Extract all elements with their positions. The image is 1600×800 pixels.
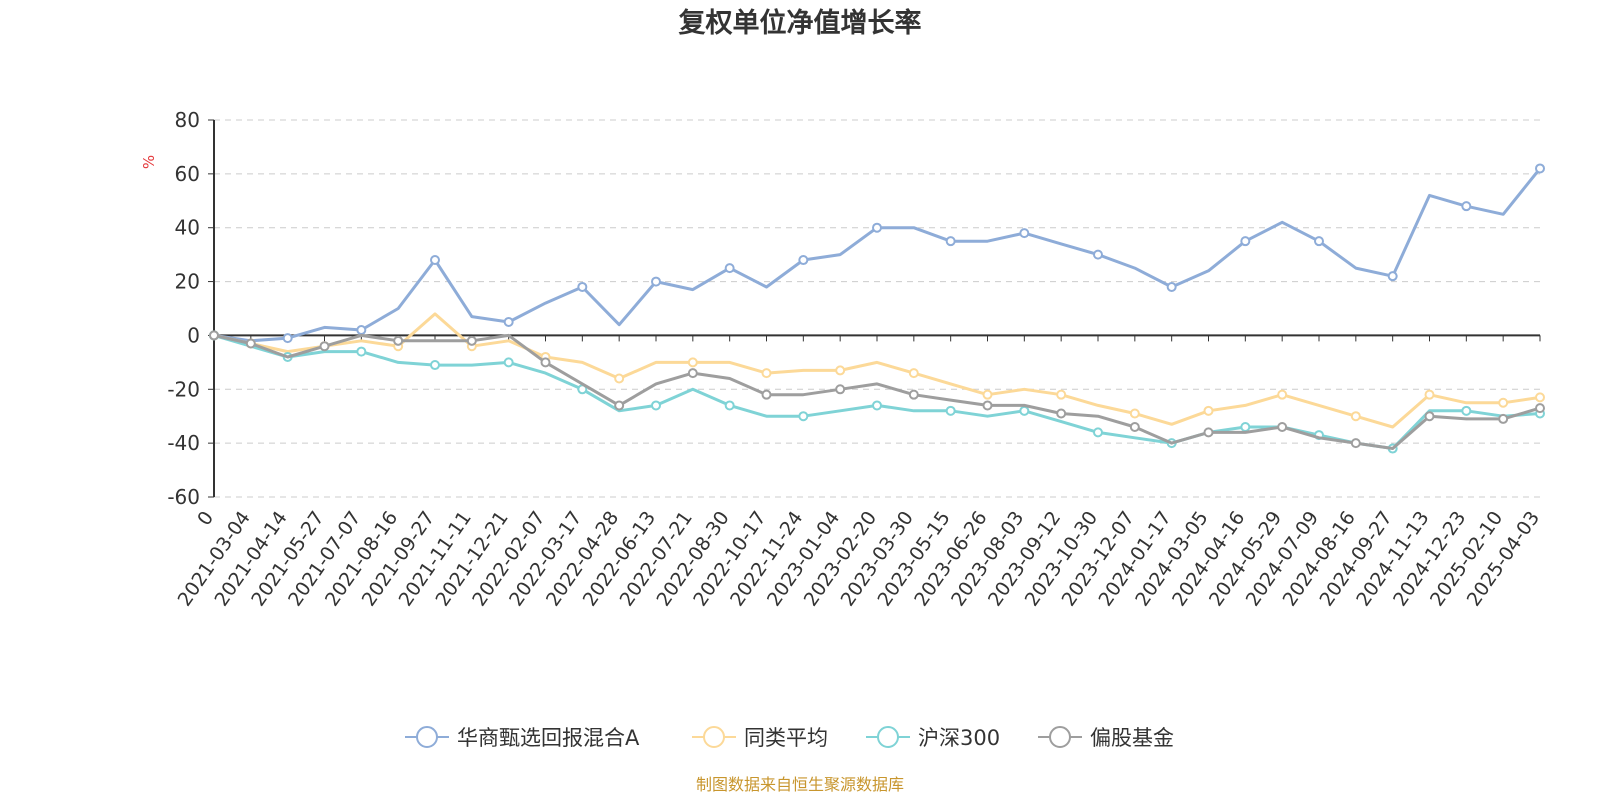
y-axis: -60 -40 -20 0 20 40 60 80 bbox=[167, 108, 215, 509]
data-point-peer bbox=[761, 368, 772, 379]
data-point-fund bbox=[798, 255, 809, 266]
data-point-peer bbox=[908, 368, 919, 379]
legend-item-csi300[interactable]: 沪深300 bbox=[866, 726, 1000, 750]
data-point-equity bbox=[614, 400, 625, 411]
data-point-equity bbox=[1056, 408, 1067, 419]
data-point-peer bbox=[1498, 397, 1509, 408]
y-tick-label: -60 bbox=[167, 485, 200, 509]
legend-label: 沪深300 bbox=[918, 726, 1000, 750]
data-point-fund bbox=[945, 236, 956, 247]
data-point-peer bbox=[1203, 405, 1214, 416]
y-tick-label: 40 bbox=[175, 216, 200, 240]
data-point-fund bbox=[282, 333, 293, 344]
data-point-equity bbox=[466, 335, 477, 346]
x-tick-label: 0 bbox=[193, 507, 218, 530]
data-point-fund bbox=[1093, 249, 1103, 260]
data-point-fund bbox=[1535, 163, 1545, 174]
legend-label: 同类平均 bbox=[744, 726, 828, 750]
y-axis-unit-label: % bbox=[140, 155, 158, 169]
data-source-note: 制图数据来自恒生聚源数据库 bbox=[696, 775, 904, 794]
data-point-fund bbox=[1387, 271, 1398, 282]
legend-item-equity[interactable]: 偏股基金 bbox=[1038, 726, 1174, 750]
data-point-equity bbox=[1129, 421, 1140, 432]
chart-title: 复权单位净值增长率 bbox=[679, 7, 922, 39]
legend-circle-icon bbox=[703, 726, 725, 748]
legend[interactable]: 华商甄选回报混合A 同类平均 沪深300 偏股基金 bbox=[405, 726, 1174, 750]
data-point-csi300 bbox=[503, 357, 514, 368]
series-line-fund bbox=[212, 167, 1542, 343]
data-point-peer bbox=[1350, 411, 1361, 422]
data-point-peer bbox=[687, 357, 698, 368]
legend-circle-icon bbox=[877, 726, 899, 748]
legend-label: 华商甄选回报混合A bbox=[457, 726, 640, 750]
data-point-equity bbox=[687, 368, 698, 379]
data-point-fund bbox=[651, 276, 661, 287]
data-point-fund bbox=[1240, 236, 1251, 247]
data-point-equity bbox=[319, 341, 330, 352]
series-lines bbox=[209, 163, 1545, 454]
data-point-equity bbox=[1203, 427, 1214, 438]
data-point-csi300 bbox=[1461, 405, 1472, 416]
series-line-equity bbox=[212, 333, 1542, 450]
data-point-equity bbox=[540, 357, 551, 368]
legend-circle-icon bbox=[416, 726, 438, 748]
data-point-peer bbox=[1129, 408, 1140, 419]
data-point-equity bbox=[761, 389, 772, 400]
y-tick-label: 80 bbox=[175, 108, 200, 132]
data-point-equity bbox=[1424, 411, 1435, 422]
y-tick-label: -40 bbox=[167, 431, 200, 455]
data-point-peer bbox=[1056, 389, 1067, 400]
data-point-fund bbox=[1166, 281, 1177, 292]
data-point-fund bbox=[872, 222, 882, 233]
data-point-csi300 bbox=[1093, 427, 1103, 438]
data-point-equity bbox=[1350, 438, 1361, 449]
data-point-csi300 bbox=[872, 400, 882, 411]
y-tick-label: -20 bbox=[167, 377, 200, 401]
legend-circle-icon bbox=[1049, 726, 1071, 748]
legend-label: 偏股基金 bbox=[1090, 726, 1174, 750]
data-point-equity bbox=[393, 335, 404, 346]
data-point-equity bbox=[1535, 403, 1545, 414]
data-point-fund bbox=[503, 316, 514, 327]
data-point-peer bbox=[614, 373, 625, 384]
data-point-peer bbox=[835, 365, 846, 376]
data-point-fund bbox=[724, 263, 735, 274]
data-point-peer bbox=[982, 389, 993, 400]
data-point-equity bbox=[908, 389, 919, 400]
data-point-csi300 bbox=[1240, 421, 1251, 432]
data-point-fund bbox=[1019, 228, 1030, 239]
data-point-csi300 bbox=[1019, 405, 1030, 416]
data-point-peer bbox=[1424, 389, 1435, 400]
data-point-csi300 bbox=[798, 411, 809, 422]
data-point-fund bbox=[356, 325, 367, 336]
data-point-csi300 bbox=[724, 400, 735, 411]
x-axis: 02021-03-042021-04-142021-05-272021-07-0… bbox=[174, 334, 1544, 610]
data-point-equity bbox=[1498, 413, 1509, 424]
data-point-csi300 bbox=[430, 360, 440, 371]
legend-item-fund[interactable]: 华商甄选回报混合A bbox=[405, 726, 640, 750]
data-point-fund bbox=[1461, 201, 1472, 212]
data-point-csi300 bbox=[651, 400, 661, 411]
data-point-peer bbox=[1535, 392, 1545, 403]
series-line-csi300 bbox=[212, 333, 1542, 450]
y-tick-label: 20 bbox=[175, 270, 200, 294]
data-point-equity bbox=[835, 384, 846, 395]
y-tick-label: 60 bbox=[175, 162, 200, 186]
data-point-equity bbox=[1277, 421, 1288, 432]
series-line-peer bbox=[212, 312, 1542, 429]
legend-item-peer[interactable]: 同类平均 bbox=[692, 726, 828, 750]
data-point-equity bbox=[982, 400, 993, 411]
data-point-csi300 bbox=[945, 405, 956, 416]
data-point-fund bbox=[1314, 236, 1324, 247]
data-point-csi300 bbox=[356, 346, 367, 357]
data-point-equity bbox=[245, 338, 256, 349]
data-point-fund bbox=[577, 281, 588, 292]
data-point-equity bbox=[209, 330, 219, 341]
data-point-fund bbox=[430, 255, 440, 266]
y-tick-label: 0 bbox=[187, 323, 200, 347]
data-point-peer bbox=[1277, 389, 1288, 400]
